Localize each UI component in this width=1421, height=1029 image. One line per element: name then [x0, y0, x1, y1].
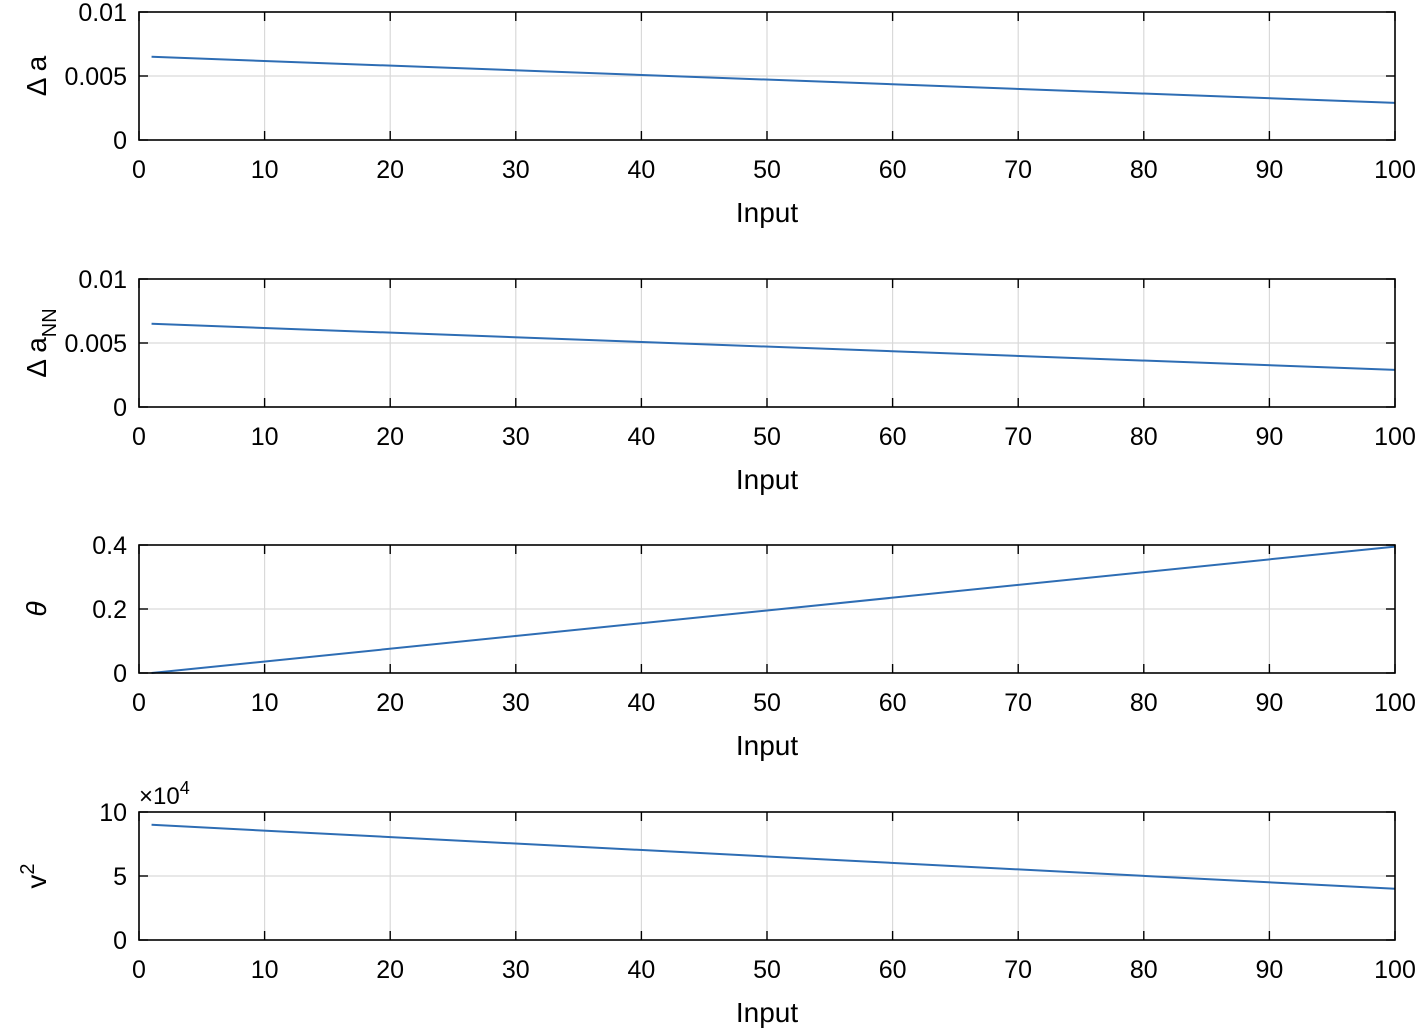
y-tick-label: 0.005	[64, 330, 127, 358]
y-axis-label-sup: 2	[17, 863, 39, 874]
x-tick-label: 100	[1374, 423, 1416, 451]
x-tick-label: 60	[879, 956, 907, 984]
x-tick-label: 100	[1374, 689, 1416, 717]
y-tick-label: 0	[113, 927, 127, 955]
x-tick-label: 30	[502, 689, 530, 717]
x-tick-label: 40	[627, 689, 655, 717]
x-tick-label: 10	[251, 956, 279, 984]
x-tick-label: 90	[1255, 423, 1283, 451]
y-tick-label: 0.01	[78, 0, 127, 27]
x-tick-label: 20	[376, 423, 404, 451]
subplot-2: 0 10 20 30 40 50 60 70 80 90 100 0 0.005 0.01 Input Δ a…	[21, 266, 1416, 495]
x-tick-label: 100	[1374, 156, 1416, 184]
x-tick-label: 50	[753, 423, 781, 451]
y-axis-label: Δ a	[21, 55, 52, 96]
exponent-sup: 4	[180, 778, 190, 798]
x-tick-label: 30	[502, 423, 530, 451]
x-tick-label: 100	[1374, 956, 1416, 984]
x-axis-label: Input	[736, 464, 798, 495]
x-tick-label: 20	[376, 689, 404, 717]
subplot-4: 0 10 20 30 40 50 60 70 80 90 100 0 5 10 Input v2 ×104	[17, 778, 1416, 1028]
x-tick-label: 70	[1004, 423, 1032, 451]
x-tick-label: 0	[132, 956, 146, 984]
x-tick-label: 0	[132, 689, 146, 717]
subplot-3: 0 10 20 30 40 50 60 70 80 90 100 0 0.2 0.4 Input θ	[21, 532, 1416, 761]
x-tick-label: 70	[1004, 956, 1032, 984]
y-tick-label: 0.2	[92, 596, 127, 624]
exponent-base: ×10	[139, 783, 180, 810]
x-tick-label: 40	[627, 956, 655, 984]
y-tick-label: 0.4	[92, 532, 127, 560]
y-tick-label: 0	[113, 394, 127, 422]
y-tick-label: 5	[113, 863, 127, 891]
series-line	[151, 823, 1396, 890]
x-tick-label: 30	[502, 156, 530, 184]
x-tick-label: 90	[1255, 689, 1283, 717]
x-tick-label: 60	[879, 423, 907, 451]
series-line	[151, 545, 1396, 674]
x-tick-label: 10	[251, 689, 279, 717]
y-tick-label: 0	[113, 127, 127, 155]
x-axis-label: Input	[736, 197, 798, 228]
y-axis-label-base: θ	[21, 601, 52, 616]
y-axis-label: v2	[17, 863, 52, 888]
y-axis-label-base: Δ a	[21, 55, 52, 96]
x-tick-label: 70	[1004, 156, 1032, 184]
x-tick-label: 0	[132, 156, 146, 184]
x-tick-label: 20	[376, 156, 404, 184]
y-axis-label-base: v	[21, 875, 52, 889]
x-tick-label: 60	[879, 156, 907, 184]
x-tick-label: 50	[753, 689, 781, 717]
x-tick-label: 80	[1130, 689, 1158, 717]
y-tick-label: 0.01	[78, 266, 127, 294]
exponent-label: ×104	[139, 778, 190, 810]
x-axis-label: Input	[736, 730, 798, 761]
y-axis-label-base: Δ a	[21, 337, 52, 378]
x-tick-label: 70	[1004, 689, 1032, 717]
y-axis-label: θ	[21, 601, 52, 616]
x-tick-label: 0	[132, 423, 146, 451]
subplot-1: 0 10 20 30 40 50 60 70 80 90 100 0 0.005 0.01 Input Δ a	[21, 0, 1416, 228]
x-tick-label: 80	[1130, 156, 1158, 184]
x-tick-label: 40	[627, 156, 655, 184]
series-line	[151, 55, 1396, 104]
y-tick-label: 0	[113, 660, 127, 688]
x-tick-label: 90	[1255, 956, 1283, 984]
series-line	[151, 322, 1396, 371]
y-tick-label: 10	[99, 799, 127, 827]
x-tick-label: 80	[1130, 423, 1158, 451]
y-tick-label: 0.005	[64, 63, 127, 91]
x-tick-label: 90	[1255, 156, 1283, 184]
x-tick-label: 50	[753, 956, 781, 984]
x-tick-label: 10	[251, 423, 279, 451]
x-tick-label: 10	[251, 156, 279, 184]
x-tick-label: 80	[1130, 956, 1158, 984]
x-tick-label: 30	[502, 956, 530, 984]
x-tick-label: 50	[753, 156, 781, 184]
x-axis-label: Input	[736, 997, 798, 1028]
x-tick-label: 40	[627, 423, 655, 451]
x-tick-label: 20	[376, 956, 404, 984]
x-tick-label: 60	[879, 689, 907, 717]
y-axis-label-sub: NN	[39, 308, 61, 337]
y-axis-label: Δ aNN	[21, 308, 61, 377]
